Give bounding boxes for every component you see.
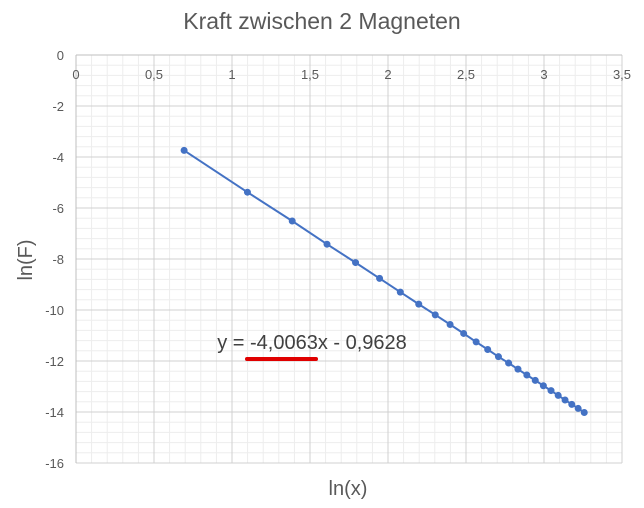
data-point — [180, 146, 188, 154]
data-point — [568, 400, 576, 408]
data-point — [460, 329, 468, 337]
data-point — [539, 382, 547, 390]
data-point — [415, 300, 423, 308]
data-point — [472, 338, 480, 346]
x-tick-label: 2,5 — [457, 67, 475, 82]
data-point — [484, 346, 492, 354]
axes — [75, 54, 622, 463]
x-tick-label: 1 — [228, 67, 235, 82]
y-tick-label: -6 — [52, 201, 64, 216]
y-axis-title: ln(F) — [15, 239, 37, 280]
x-tick-label: 2 — [384, 67, 391, 82]
y-tick-labels: 0 -2 -4 -6 -8 -10 -12 -14 -16 — [45, 48, 64, 471]
data-point — [396, 288, 404, 296]
data-point — [514, 365, 522, 373]
data-point — [554, 391, 562, 399]
data-point — [243, 188, 251, 196]
y-tick-label: -8 — [52, 252, 64, 267]
x-tick-label: 0,5 — [145, 67, 163, 82]
y-tick-label: -12 — [45, 354, 64, 369]
y-tick-label: -16 — [45, 456, 64, 471]
data-point — [561, 396, 569, 404]
data-point — [288, 217, 296, 225]
y-tick-label: -14 — [45, 405, 64, 420]
data-point — [431, 311, 439, 319]
x-tick-label: 3 — [540, 67, 547, 82]
chart-title: Kraft zwischen 2 Magneten — [183, 8, 461, 34]
y-tick-label: -10 — [45, 303, 64, 318]
x-tick-label: 0 — [72, 67, 79, 82]
y-tick-label: 0 — [57, 48, 64, 63]
data-point — [494, 353, 502, 361]
data-point — [574, 404, 582, 412]
x-tick-label: 1,5 — [301, 67, 319, 82]
data-point — [547, 387, 555, 395]
trendline-equation: y = -4,0063x - 0,9628 — [217, 332, 407, 354]
y-tick-label: -2 — [52, 99, 64, 114]
y-tick-label: -4 — [52, 150, 64, 165]
x-tick-labels: 0 0,5 1 1,5 2 2,5 3 3,5 — [72, 67, 631, 82]
data-point — [531, 376, 539, 384]
x-tick-label: 3,5 — [613, 67, 631, 82]
x-axis-title: ln(x) — [329, 478, 368, 500]
data-point — [523, 371, 531, 379]
data-point — [323, 240, 331, 248]
data-point — [352, 259, 360, 267]
data-point — [446, 321, 454, 329]
data-point — [376, 274, 384, 282]
series-layer — [180, 146, 588, 417]
annotation-layer: y = -4,0063x - 0,9628 — [217, 332, 407, 361]
data-point — [580, 409, 588, 417]
data-point — [505, 359, 513, 367]
